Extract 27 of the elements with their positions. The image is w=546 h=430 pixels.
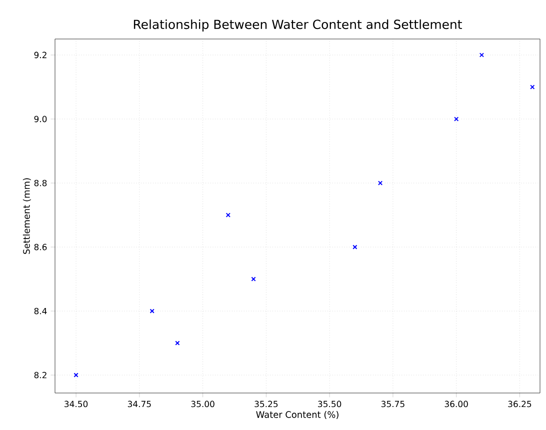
point <box>530 84 535 90</box>
point <box>226 212 230 218</box>
point <box>352 244 358 250</box>
x-tick-label: 36.25 <box>508 400 532 408</box>
point <box>74 372 78 378</box>
point <box>150 308 154 314</box>
x-axis-title: Water Content (%) <box>256 411 338 420</box>
y-tick-label: 9.2 <box>34 52 46 58</box>
point <box>479 52 484 58</box>
y-tick-label: 8.6 <box>34 244 47 250</box>
y-tick-label: 8.2 <box>34 372 46 378</box>
point <box>378 180 383 186</box>
y-tick-label: 9.0 <box>34 116 47 122</box>
x-tick-label: 35.75 <box>381 400 404 408</box>
x-tick-label: 35.00 <box>191 400 214 408</box>
y-axis-title: Settlement (mm) <box>22 178 31 254</box>
x-tick-label: 34.50 <box>64 400 88 408</box>
x-tick-label: 34.75 <box>128 400 151 408</box>
point <box>251 276 256 282</box>
point <box>175 340 180 346</box>
y-tick-label: 8.8 <box>34 180 47 186</box>
x-tick-label: 35.25 <box>254 400 278 408</box>
point <box>454 116 459 122</box>
chart-title: Relationship Between Water Content and Settlement <box>134 19 462 32</box>
x-tick-label: 36.00 <box>444 400 468 408</box>
x-tick-label: 35.50 <box>318 400 342 408</box>
y-tick-label: 8.4 <box>34 308 47 314</box>
